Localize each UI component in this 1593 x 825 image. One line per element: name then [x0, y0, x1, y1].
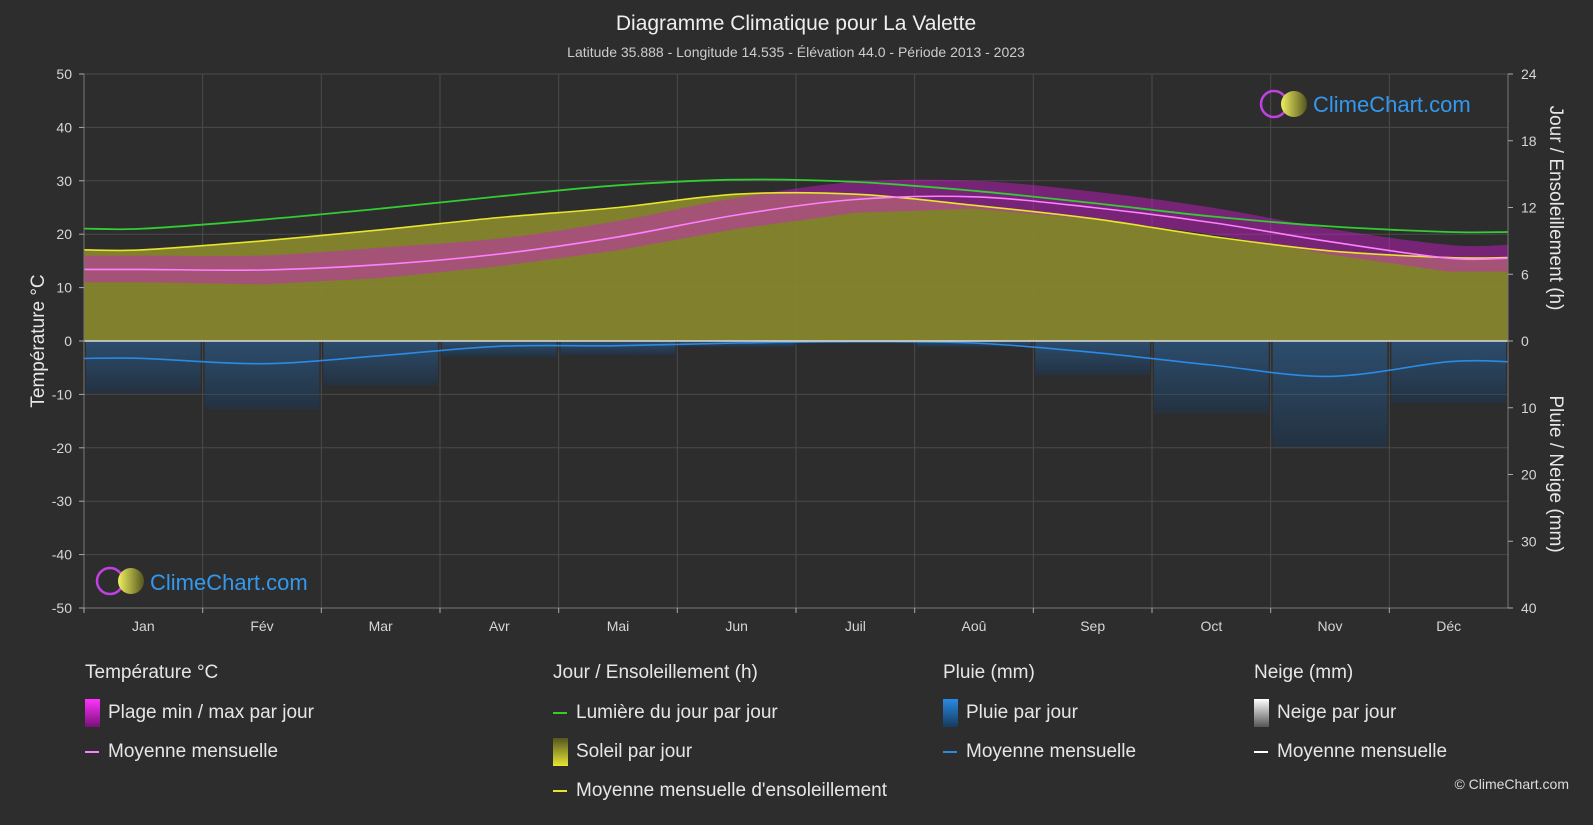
right-top-tick-label: 6 [1521, 266, 1529, 282]
legend-label: Pluie par jour [966, 702, 1078, 723]
right-axis-bottom-label: Pluie / Neige (mm) [1545, 395, 1566, 552]
right-bottom-tick-label: 40 [1521, 600, 1537, 616]
left-tick-label: -50 [52, 600, 72, 616]
brand-text-top: ClimeChart.com [1313, 92, 1471, 117]
rain-bar [1272, 341, 1388, 448]
left-tick-label: -30 [52, 493, 72, 509]
legend-label: Moyenne mensuelle [108, 741, 279, 762]
right-top-tick-label: 18 [1521, 133, 1537, 149]
temp-range-swatch [85, 699, 100, 727]
rain-bar [86, 341, 201, 394]
x-tick-label: Jan [132, 618, 155, 634]
x-tick-label: Déc [1436, 618, 1461, 634]
legend-item-sunshine: Soleil par jour [553, 738, 887, 766]
rain-bar [1391, 341, 1506, 404]
rain-bar [323, 341, 438, 386]
sunshine-mean-swatch [553, 790, 567, 792]
left-tick-label: 30 [56, 173, 72, 189]
legend-label: Moyenne mensuelle [1277, 741, 1448, 762]
rain-bar [204, 341, 320, 410]
legend-sun: Jour / Ensoleillement (h) Lumière du jou… [553, 662, 887, 817]
chart-subtitle: Latitude 35.888 - Longitude 14.535 - Élé… [567, 44, 1025, 60]
legend-item-sunshine-mean: Moyenne mensuelle d'ensoleillement [553, 778, 887, 804]
legend-item-rain: Pluie par jour [943, 699, 1136, 727]
brand-sun-icon [1281, 91, 1307, 117]
copyright: © ClimeChart.com [1454, 776, 1569, 792]
left-tick-label: 0 [64, 333, 72, 349]
x-tick-label: Avr [489, 618, 510, 634]
brand-logo-bottom: ClimeChart.com [95, 566, 308, 596]
brand-text-bottom: ClimeChart.com [150, 570, 308, 595]
legend-label: Moyenne mensuelle d'ensoleillement [576, 780, 887, 801]
x-tick-label: Jun [725, 618, 748, 634]
snow-swatch [1254, 699, 1269, 727]
chart-title: Diagramme Climatique pour La Valette [616, 12, 976, 35]
x-tick-label: Sep [1080, 618, 1105, 634]
sunshine-area [84, 192, 1508, 341]
left-axis-label: Température °C [28, 274, 49, 407]
legend-item-rain-mean: Moyenne mensuelle [943, 739, 1136, 765]
right-top-tick-label: 12 [1521, 200, 1537, 216]
left-tick-label: 40 [56, 119, 72, 135]
legend-temperature-heading: Température °C [85, 662, 219, 683]
rain-bar [916, 341, 1032, 348]
left-tick-label: 20 [56, 226, 72, 242]
legend-label: Plage min / max par jour [108, 702, 314, 723]
rain-swatch [943, 699, 958, 727]
legend-snow-heading: Neige (mm) [1254, 662, 1354, 683]
legend-sun-heading: Jour / Ensoleillement (h) [553, 662, 758, 683]
legend-label: Neige par jour [1277, 702, 1397, 723]
daylight-swatch [553, 712, 567, 714]
left-tick-label: 50 [56, 66, 72, 82]
brand-sun-icon [118, 568, 144, 594]
rain-bar [560, 341, 676, 356]
legend-rain: Pluie (mm) Pluie par jour Moyenne mensue… [943, 662, 1136, 778]
temp-range-fill [84, 179, 1508, 285]
right-bottom-tick-label: 20 [1521, 467, 1537, 483]
right-top-tick-label: 24 [1521, 66, 1537, 82]
x-tick-label: Aoû [962, 618, 987, 634]
legend-item-snow: Neige par jour [1254, 699, 1447, 727]
left-tick-label: -40 [52, 547, 72, 563]
legend-label: Moyenne mensuelle [966, 741, 1137, 762]
x-tick-label: Nov [1318, 618, 1343, 634]
rain-mean-swatch [943, 751, 957, 753]
x-tick-label: Mai [607, 618, 630, 634]
right-bottom-tick-label: 10 [1521, 400, 1537, 416]
temp-mean-line [84, 195, 1508, 272]
sunshine-fill [84, 192, 1508, 341]
temperature-range-band [84, 179, 1508, 285]
legend-item-temp-mean: Moyenne mensuelle [85, 739, 314, 765]
sunshine-swatch [553, 738, 568, 766]
legend-label: Lumière du jour par jour [576, 702, 778, 723]
right-top-tick-label: 0 [1521, 333, 1529, 349]
legend-item-snow-mean: Moyenne mensuelle [1254, 739, 1447, 765]
legend-snow: Neige (mm) Neige par jour Moyenne mensue… [1254, 662, 1447, 778]
right-bottom-tick-label: 30 [1521, 533, 1537, 549]
rain-bar [1154, 341, 1269, 414]
x-tick-label: Mar [369, 618, 393, 634]
rain-bar [1035, 341, 1150, 376]
axes: 50 40 30 20 10 0 -10 -20 -30 -40 -50 24 18 12 6 0 10 20 30… [52, 66, 1537, 634]
daylight-line [84, 178, 1508, 234]
rain-mean-line [84, 340, 1508, 378]
legend-item-daylight: Lumière du jour par jour [553, 700, 887, 726]
snow-mean-swatch [1254, 751, 1268, 753]
brand-logo-top: ClimeChart.com [1259, 89, 1471, 119]
x-tick-label: Fév [250, 618, 273, 634]
sunshine-mean-line [84, 191, 1508, 259]
legend-rain-heading: Pluie (mm) [943, 662, 1035, 683]
left-tick-label: -20 [52, 440, 72, 456]
legend-temperature: Température °C Plage min / max par jour … [85, 662, 314, 778]
left-tick-label: 10 [56, 280, 72, 296]
x-tick-label: Juil [845, 618, 866, 634]
rain-bar [679, 341, 794, 348]
left-tick-label: -10 [52, 386, 72, 402]
right-axis-top-label: Jour / Ensoleillement (h) [1545, 106, 1566, 311]
legend-item-temp-range: Plage min / max par jour [85, 699, 314, 727]
temp-mean-swatch [85, 751, 99, 753]
x-tick-label: Oct [1200, 618, 1222, 634]
legend-label: Soleil par jour [576, 741, 693, 762]
